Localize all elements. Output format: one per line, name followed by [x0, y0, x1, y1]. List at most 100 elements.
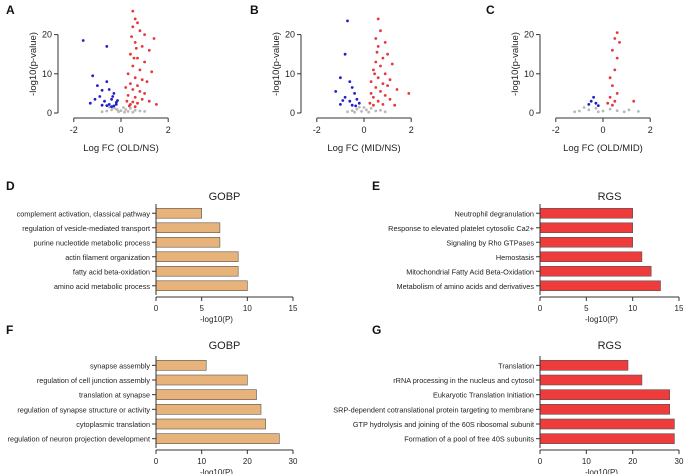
category-label: regulation of neuron projection developm… — [8, 435, 150, 444]
data-point-up — [376, 76, 380, 80]
data-point-down — [350, 86, 354, 89]
x-axis-label: -log10(P) — [200, 315, 233, 324]
data-point-up — [372, 103, 375, 107]
x-axis-label: -log10(P) — [585, 315, 618, 324]
category-label: regulation of cell junction assembly — [37, 376, 151, 385]
y-axis-label: -log10(p-value) — [28, 32, 39, 96]
data-point-up — [131, 9, 135, 13]
x-tick-label: 10 — [628, 304, 637, 313]
data-point-up — [374, 37, 378, 40]
x-tick-label: 15 — [675, 304, 684, 313]
data-point-up — [615, 92, 619, 95]
category-label: regulation of synapse structure or activ… — [17, 405, 150, 414]
data-point-down — [100, 103, 104, 107]
data-point-ns — [383, 110, 387, 114]
category-label: Metabolism of amino acids and derivative… — [397, 282, 535, 291]
bar — [539, 403, 670, 415]
data-point-up — [147, 99, 151, 103]
x-tick-label: 20 — [628, 457, 637, 466]
data-point-up — [615, 31, 619, 34]
data-point-up — [124, 86, 128, 89]
data-point-ns — [362, 106, 366, 109]
bar — [539, 222, 633, 234]
data-point-ns — [100, 110, 104, 114]
data-point-down — [353, 92, 356, 95]
data-point-up — [372, 68, 375, 72]
x-tick-label: 10 — [582, 457, 591, 466]
data-point-ns — [596, 110, 600, 114]
data-point-up — [613, 37, 617, 40]
data-point-up — [376, 17, 380, 21]
x-tick-label: 15 — [289, 304, 298, 313]
bar — [539, 280, 661, 291]
data-point-ns — [353, 110, 356, 114]
data-point-up — [133, 105, 137, 109]
data-point-ns — [608, 107, 612, 111]
x-tick-label: 0 — [154, 304, 159, 313]
data-point-up — [372, 95, 375, 99]
data-point-up — [136, 84, 139, 87]
data-point-ns — [360, 110, 363, 113]
chart-title: GOBP — [209, 191, 241, 203]
data-point-up — [381, 103, 385, 106]
data-point-up — [126, 72, 130, 76]
data-point-up — [383, 41, 387, 44]
x-axis-label: Log FC (OLD/NS) — [83, 143, 159, 154]
category-label: rRNA processing in the nucleus and cytos… — [393, 376, 534, 385]
data-point-ns — [110, 108, 113, 112]
category-label: synapse assembly — [90, 361, 150, 370]
data-point-down — [357, 101, 361, 105]
data-point-up — [369, 92, 373, 95]
data-point-ns — [622, 110, 626, 114]
data-point-up — [131, 88, 135, 91]
category-label: amino acid metabolic process — [54, 282, 150, 291]
data-point-up — [608, 76, 612, 80]
x-tick-label: 5 — [584, 304, 589, 313]
x-axis-label: Log FC (MID/NS) — [327, 143, 400, 154]
data-point-ns — [107, 105, 111, 109]
data-point-down — [110, 97, 113, 101]
data-point-ns — [105, 109, 109, 113]
data-point-down — [592, 95, 595, 99]
data-point-down — [88, 101, 92, 105]
bar — [539, 374, 643, 386]
data-point-up — [395, 88, 399, 91]
data-point-down — [81, 39, 85, 42]
chart-title: GOBP — [209, 340, 241, 352]
data-point-up — [125, 99, 129, 103]
data-point-up — [388, 78, 392, 82]
data-point-up — [613, 99, 617, 103]
data-point-down — [346, 19, 349, 23]
x-tick-label: 0 — [538, 304, 543, 313]
data-point-up — [613, 68, 617, 72]
data-point-ns — [573, 110, 577, 114]
bar — [155, 374, 248, 386]
y-tick-label: 20 — [524, 30, 534, 40]
data-point-ns — [133, 108, 137, 112]
data-point-ns — [578, 109, 581, 113]
data-point-ns — [122, 106, 125, 109]
data-point-up — [618, 41, 621, 44]
bar — [539, 433, 675, 445]
data-point-down — [348, 99, 352, 103]
bar — [155, 280, 248, 291]
panel-label: G — [372, 323, 381, 337]
bar — [155, 403, 262, 415]
category-label: Formation of a pool of free 40S subunits — [404, 435, 534, 444]
data-point-down — [339, 103, 342, 106]
data-point-ns — [143, 110, 147, 113]
y-tick-label: 0 — [529, 108, 534, 118]
data-point-up — [379, 64, 382, 68]
y-tick-label: 10 — [285, 69, 295, 79]
data-point-ns — [355, 107, 359, 111]
x-tick-label: 10 — [197, 457, 206, 466]
data-point-up — [390, 62, 394, 66]
data-point-up — [407, 92, 411, 95]
data-point-up — [381, 56, 385, 60]
data-point-up — [368, 101, 372, 105]
data-point-down — [343, 95, 347, 99]
data-point-up — [131, 25, 135, 29]
data-point-up — [376, 99, 380, 103]
category-label: Eukaryotic Translation Initiation — [433, 391, 534, 400]
